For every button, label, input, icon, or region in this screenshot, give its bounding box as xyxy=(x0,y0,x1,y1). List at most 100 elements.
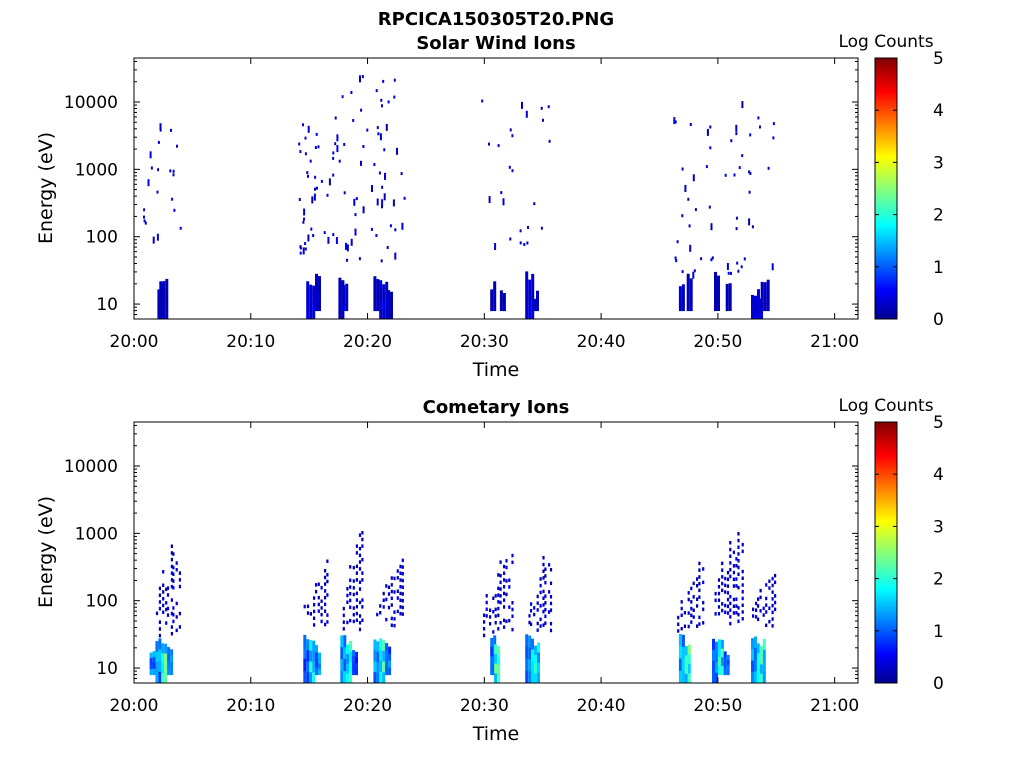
data-cell xyxy=(732,584,735,588)
data-cell xyxy=(534,645,537,656)
data-cell xyxy=(349,641,353,652)
data-cell xyxy=(355,578,358,582)
data-point xyxy=(748,170,751,174)
data-point xyxy=(334,116,337,120)
data-cell xyxy=(497,664,501,675)
data-cell xyxy=(683,611,686,615)
data-cell xyxy=(771,610,774,615)
data-cell xyxy=(726,611,730,615)
data-cell xyxy=(729,608,732,612)
data-cell xyxy=(771,603,774,608)
data-cell xyxy=(390,589,393,594)
data-cell xyxy=(756,653,760,664)
data-cell xyxy=(771,624,774,628)
data-cell xyxy=(763,296,767,304)
data-cell xyxy=(303,634,307,648)
data-cell xyxy=(315,283,318,293)
data-point xyxy=(332,156,335,160)
data-cell xyxy=(698,575,701,579)
data-cell xyxy=(355,618,358,622)
data-point xyxy=(359,75,361,83)
data-cell xyxy=(315,652,318,661)
data-cell xyxy=(499,600,502,605)
data-cell xyxy=(165,309,169,319)
data-cell xyxy=(502,293,506,298)
data-cell xyxy=(531,285,535,297)
data-cell xyxy=(373,639,377,651)
data-cell xyxy=(741,569,744,574)
data-cell xyxy=(358,627,362,632)
data-cell xyxy=(166,593,170,597)
data-point xyxy=(299,251,302,255)
data-cell xyxy=(544,567,547,571)
data-cell xyxy=(684,664,688,675)
data-cell xyxy=(306,281,310,292)
data-cell xyxy=(382,672,386,683)
data-point xyxy=(307,174,309,178)
data-cell xyxy=(387,297,390,306)
colorbar-tick-label: 2 xyxy=(933,206,944,226)
data-cell xyxy=(346,644,350,655)
data-cell xyxy=(149,652,153,659)
data-cell xyxy=(161,673,165,683)
data-point xyxy=(143,208,146,212)
data-cell xyxy=(497,593,500,597)
data-point xyxy=(314,187,316,191)
data-cell xyxy=(178,625,181,629)
data-cell xyxy=(164,673,168,683)
data-cell xyxy=(172,586,175,590)
data-cell xyxy=(528,647,532,660)
data-cell xyxy=(494,594,497,598)
data-cell xyxy=(751,649,754,662)
data-point xyxy=(384,172,386,180)
data-cell xyxy=(737,538,740,543)
data-cell xyxy=(158,586,161,591)
data-cell xyxy=(165,607,168,612)
data-point xyxy=(382,79,385,83)
data-cell xyxy=(399,571,402,575)
data-cell xyxy=(698,615,701,620)
data-cell xyxy=(387,290,390,298)
data-cell xyxy=(732,604,735,608)
data-cell xyxy=(340,671,344,683)
data-cell xyxy=(732,611,735,615)
data-cell xyxy=(175,568,178,572)
data-cell xyxy=(760,313,763,319)
data-cell xyxy=(313,596,316,600)
data-cell xyxy=(696,624,699,628)
data-cell xyxy=(771,576,774,581)
x-tick-label: 20:20 xyxy=(343,696,392,716)
data-cell xyxy=(306,309,310,319)
data-cell xyxy=(698,588,701,593)
data-point xyxy=(497,144,500,148)
data-cell xyxy=(531,296,535,309)
data-cell xyxy=(165,621,168,625)
data-point xyxy=(302,220,305,224)
data-cell xyxy=(680,613,683,617)
data-cell xyxy=(345,303,349,312)
data-point xyxy=(346,244,349,252)
data-cell xyxy=(760,281,764,290)
data-point xyxy=(335,237,338,244)
data-cell xyxy=(494,614,497,618)
data-cell xyxy=(313,616,316,620)
data-cell xyxy=(771,583,774,588)
data-cell xyxy=(544,601,547,605)
data-cell xyxy=(346,673,350,683)
data-cell xyxy=(774,607,777,612)
data-point xyxy=(735,227,738,231)
data-cell xyxy=(689,278,693,287)
data-cell xyxy=(544,574,547,578)
data-cell xyxy=(485,607,488,611)
data-cell xyxy=(387,311,390,319)
data-point xyxy=(749,172,752,175)
data-cell xyxy=(318,284,321,294)
plot-frame xyxy=(133,57,859,320)
data-cell xyxy=(751,307,754,314)
data-cell xyxy=(164,653,168,664)
data-cell xyxy=(503,585,506,589)
data-cell xyxy=(737,572,740,576)
data-cell xyxy=(385,666,389,676)
data-point xyxy=(309,159,312,163)
data-cell xyxy=(741,596,744,601)
